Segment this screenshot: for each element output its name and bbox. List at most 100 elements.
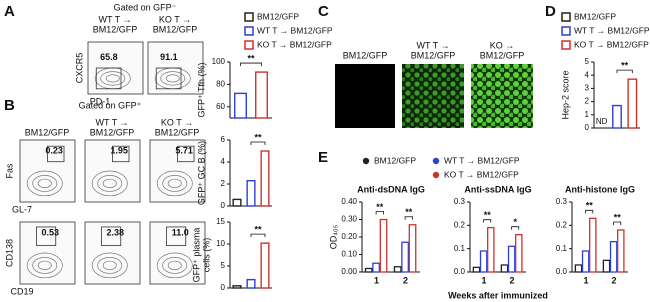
column-header: KO → [490,40,515,50]
bar [479,250,488,273]
panel-label: E [318,149,328,166]
bar [507,245,516,273]
axis-label: PD-1 [90,96,111,106]
bar [232,285,242,289]
legend-swatch [244,40,254,50]
column-header: BM12/GFP [480,50,525,60]
y-axis-label: GFP⁺ Tfh (%) [196,62,206,117]
axis-label: GL-7 [12,204,32,214]
column-header: BM12/GFP [411,50,456,60]
column-header: BM12/GFP [155,127,200,137]
y-tick-label: 4 [221,157,226,166]
contour [156,170,193,197]
bar [234,92,247,119]
gate [155,67,182,90]
legend-swatch [244,26,254,36]
contour [105,74,120,83]
bar [246,179,256,207]
contour [102,178,117,189]
contour [160,71,186,86]
contour [162,256,188,274]
contour [100,71,126,86]
axis-label: CD138 [4,239,14,267]
column-header: BM12/GFP [90,127,135,137]
column-header: WT T → [416,40,449,50]
significance-bracket [404,216,413,220]
y-tick-label: 10 [216,239,225,248]
y-tick-label: 2 [221,179,226,188]
gate-percent: 0.53 [41,228,59,238]
y-tick-label: 0.2 [556,220,568,229]
chart-title: Anti-dsDNA IgG [357,184,425,194]
significance: ** [254,224,262,234]
bar [401,241,409,273]
x-tick-label: 1 [374,275,379,285]
y-tick-label: 15 [216,217,225,226]
bar [379,218,388,273]
panel-label: A [4,3,15,20]
contour [26,170,63,197]
significance-bracket [616,69,633,74]
significance-bracket [483,219,492,223]
legend-label: BM12/GFP [574,11,616,21]
y-tick-label: 80 [216,80,225,89]
contour [97,174,123,192]
micrograph [335,64,395,128]
x-axis-label: Weeks after immunized [448,290,548,300]
y-tick-label: 6 [221,135,226,144]
y-tick-label: 0.2 [454,220,466,229]
y-tick-label: 0.20 [341,232,357,241]
bar [612,104,622,129]
y-axis-label: OD₄₀₅ [328,224,338,249]
y-tick-label: 100 [212,57,226,66]
y-tick-label: 0.3 [556,197,568,206]
contour [97,256,123,274]
legend-swatch [561,26,571,36]
contour [32,174,58,192]
bar [515,234,523,273]
gate [112,145,130,163]
significance-bracket [585,209,594,214]
y-axis-label: Hep-2 score [560,70,570,119]
legend-swatch [432,171,440,179]
contour [162,174,188,192]
y-tick-label: 0.30 [341,215,357,224]
y-tick-label: 1 [585,110,590,119]
y-tick-label: 0.1 [454,244,466,253]
gate-percent: 0.23 [45,146,63,156]
gate-percent: 91.1 [160,52,178,62]
micrograph [471,64,533,128]
bar [393,266,402,273]
panel-label: B [4,97,15,114]
bar [589,217,597,273]
chart-title: Anti-ssDNA IgG [464,184,531,194]
bar [408,224,417,273]
contour [26,252,63,279]
legend-label: WT T → BM12/GFP [444,155,520,165]
significance-bracket [511,226,520,230]
bar [472,266,481,273]
contour [167,260,182,271]
significance: ** [247,53,255,63]
gate [47,145,65,163]
y-tick-label: 0.1 [556,244,568,253]
contour [167,178,182,189]
gate-percent: 1.95 [110,146,128,156]
y-tick-label: 0.0 [556,267,568,276]
significance: ** [484,210,492,220]
significance: ** [376,202,384,212]
significance: ** [405,207,413,217]
bar [372,262,380,273]
y-tick-label: 0 [221,201,226,210]
y-tick-label: 0.10 [341,250,357,259]
bar [260,150,270,207]
chart-title: Anti-histone IgG [565,184,635,194]
contour [91,170,128,197]
x-tick-label: 2 [509,275,514,285]
panel-label: C [318,3,329,20]
gate [101,226,122,246]
axis-label: CXCR5 [74,53,84,84]
bar [487,227,495,273]
legend-label: KO T → BM12/GFP [574,39,649,49]
